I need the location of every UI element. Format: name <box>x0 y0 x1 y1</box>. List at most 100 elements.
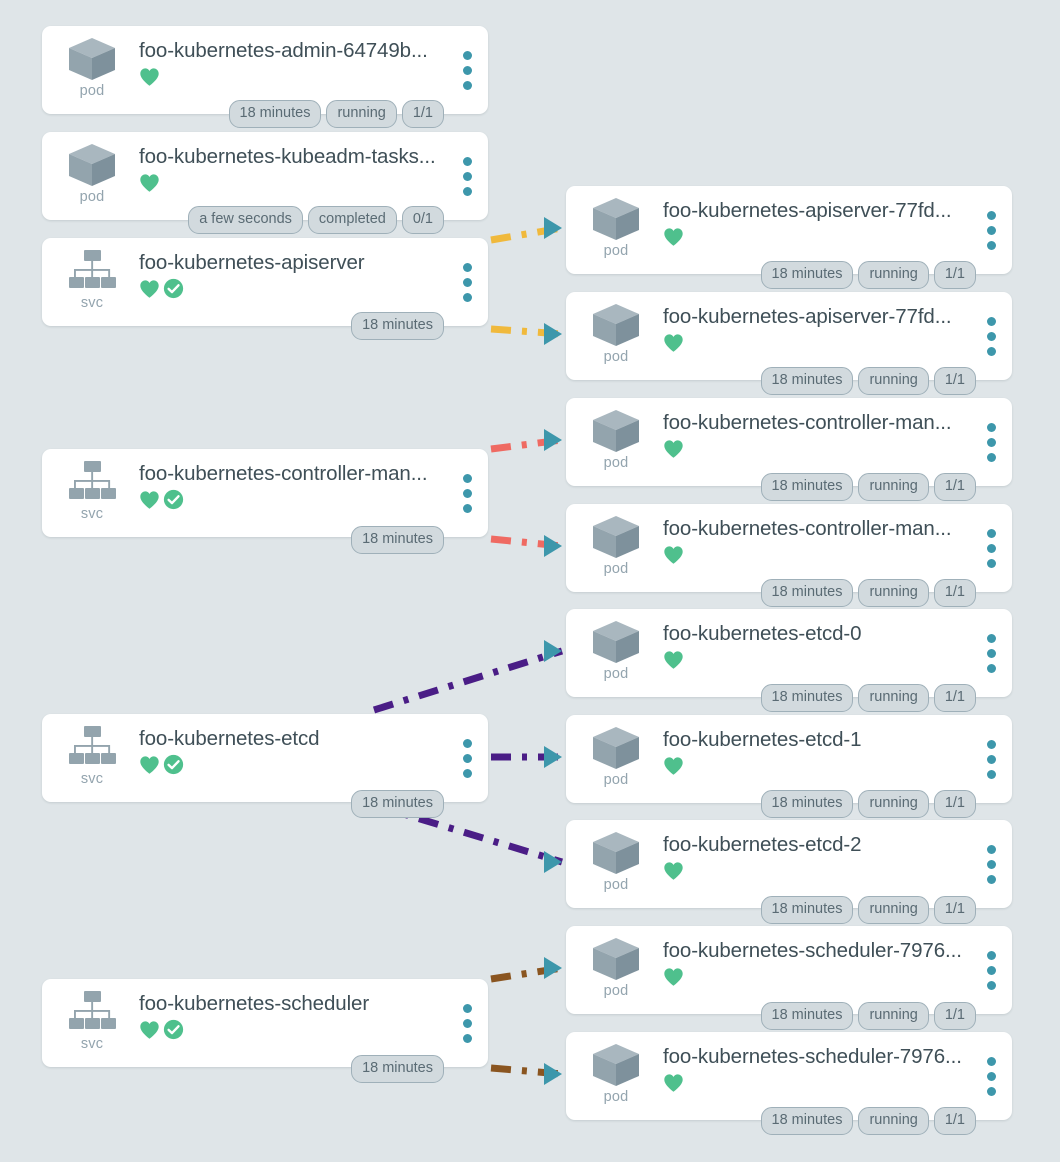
node-kind-label: pod <box>603 983 629 999</box>
node-status-icons <box>663 860 1000 882</box>
node-body-column: foo-kubernetes-apiserver-77fd... <box>653 301 1000 354</box>
cube-icon <box>593 621 639 663</box>
kebab-dot <box>986 859 996 869</box>
cube-icon <box>593 198 639 240</box>
graph-node-pod-admin[interactable]: pod foo-kubernetes-admin-64749b... <box>42 26 488 114</box>
kebab-menu-icon[interactable] <box>459 260 475 304</box>
cube-icon <box>593 304 639 346</box>
graph-edge-e-apiserver-2 <box>490 323 563 345</box>
status-badge: 18 minutes <box>760 684 854 712</box>
kebab-dot <box>462 171 472 181</box>
graph-node-pod-scheduler-2[interactable]: pod foo-kubernetes-scheduler-7976... <box>566 1032 1012 1120</box>
kebab-menu-icon[interactable] <box>983 842 999 886</box>
service-hierarchy-icon <box>69 726 116 764</box>
node-title: foo-kubernetes-scheduler-7976... <box>663 1045 962 1068</box>
status-badge: running <box>858 473 929 501</box>
node-kind-label: pod <box>79 189 105 205</box>
graph-node-pod-apiserver-1[interactable]: pod foo-kubernetes-apiserver-77fd... <box>566 186 1012 274</box>
node-badges-svc-controller-manager: 18 minutes <box>0 526 444 554</box>
heart-icon <box>664 545 683 564</box>
node-icon-column: pod <box>55 141 129 205</box>
status-badge: running <box>326 100 397 128</box>
status-badge: 1/1 <box>933 790 976 818</box>
node-badges-pod-etcd-2: 18 minutes running 1/1 <box>0 896 976 924</box>
node-title: foo-kubernetes-admin-64749b... <box>139 39 428 62</box>
graph-node-svc-apiserver[interactable]: svc foo-kubernetes-apiserver <box>42 238 488 326</box>
kebab-menu-icon[interactable] <box>459 154 475 198</box>
arrow-head-icon <box>544 217 562 239</box>
node-icon-column: pod <box>579 618 653 682</box>
status-badge: 1/1 <box>933 261 976 289</box>
node-icon-column: pod <box>579 195 653 259</box>
node-badges-pod-controller-manager-2: 18 minutes running 1/1 <box>0 579 976 607</box>
arrow-head-icon <box>544 746 562 768</box>
status-badge: 18 minutes <box>228 100 322 128</box>
node-title: foo-kubernetes-scheduler-7976... <box>663 939 962 962</box>
kebab-dot <box>986 558 996 568</box>
kebab-menu-icon[interactable] <box>983 631 999 675</box>
arrow-head-icon <box>544 851 562 873</box>
graph-node-pod-controller-manager-2[interactable]: pod foo-kubernetes-controller-man... <box>566 504 1012 592</box>
kebab-menu-icon[interactable] <box>459 471 475 515</box>
graph-node-svc-etcd[interactable]: svc foo-kubernetes-etcd <box>42 714 488 802</box>
kebab-dot <box>462 1003 472 1013</box>
kebab-dot <box>986 543 996 553</box>
kebab-menu-icon[interactable] <box>983 314 999 358</box>
node-badges-pod-etcd-0: 18 minutes running 1/1 <box>0 684 976 712</box>
kebab-menu-icon[interactable] <box>459 1001 475 1045</box>
node-body-column: foo-kubernetes-etcd-0 <box>653 618 1000 671</box>
node-inner: pod foo-kubernetes-etcd-1 <box>566 715 1012 803</box>
node-inner: pod foo-kubernetes-apiserver-77fd... <box>566 186 1012 274</box>
kebab-menu-icon[interactable] <box>459 48 475 92</box>
kebab-menu-icon[interactable] <box>983 420 999 464</box>
heart-icon <box>140 1020 159 1039</box>
node-body-column: foo-kubernetes-scheduler-7976... <box>653 935 1000 988</box>
graph-node-pod-controller-manager-1[interactable]: pod foo-kubernetes-controller-man... <box>566 398 1012 486</box>
graph-node-pod-scheduler-1[interactable]: pod foo-kubernetes-scheduler-7976... <box>566 926 1012 1014</box>
graph-node-pod-apiserver-2[interactable]: pod foo-kubernetes-apiserver-77fd... <box>566 292 1012 380</box>
node-badges-svc-apiserver: 18 minutes <box>0 312 444 340</box>
kebab-menu-icon[interactable] <box>459 736 475 780</box>
node-status-icons <box>663 544 1000 566</box>
graph-node-svc-controller-manager[interactable]: svc foo-kubernetes-controller-man... <box>42 449 488 537</box>
cube-icon <box>69 38 115 80</box>
node-icon-column: svc <box>55 247 129 311</box>
graph-edge-e-scheduler-2 <box>490 1063 563 1085</box>
kebab-menu-icon[interactable] <box>983 208 999 252</box>
graph-node-pod-etcd-2[interactable]: pod foo-kubernetes-etcd-2 <box>566 820 1012 908</box>
node-inner: pod foo-kubernetes-scheduler-7976... <box>566 926 1012 1014</box>
kebab-menu-icon[interactable] <box>983 1054 999 1098</box>
kebab-dot <box>462 503 472 513</box>
status-badge: 18 minutes <box>351 526 444 554</box>
status-badge: 1/1 <box>933 684 976 712</box>
kebab-dot <box>986 240 996 250</box>
node-body-column: foo-kubernetes-etcd-2 <box>653 829 1000 882</box>
status-badge: running <box>858 1107 929 1135</box>
node-kind-label: pod <box>603 243 629 259</box>
kebab-menu-icon[interactable] <box>983 526 999 570</box>
kebab-dot <box>462 80 472 90</box>
graph-edge-e-controller-2 <box>490 535 563 557</box>
node-badges-pod-kubeadm-tasks: a few seconds completed 0/1 <box>0 206 444 234</box>
kebab-menu-icon[interactable] <box>983 737 999 781</box>
graph-node-pod-kubeadm-tasks[interactable]: pod foo-kubernetes-kubeadm-tasks... <box>42 132 488 220</box>
kebab-dot <box>462 292 472 302</box>
graph-node-pod-etcd-0[interactable]: pod foo-kubernetes-etcd-0 <box>566 609 1012 697</box>
node-status-icons <box>139 1019 476 1041</box>
node-icon-column: pod <box>579 1041 653 1105</box>
graph-node-svc-scheduler[interactable]: svc foo-kubernetes-scheduler <box>42 979 488 1067</box>
heart-icon <box>140 67 159 86</box>
status-badge: running <box>858 261 929 289</box>
node-body-column: foo-kubernetes-etcd-1 <box>653 724 1000 777</box>
kebab-dot <box>986 769 996 779</box>
node-status-icons <box>663 226 1000 248</box>
heart-icon <box>140 279 159 298</box>
graph-node-pod-etcd-1[interactable]: pod foo-kubernetes-etcd-1 <box>566 715 1012 803</box>
heart-icon <box>664 1073 683 1092</box>
cube-icon <box>593 727 639 769</box>
node-kind-label: pod <box>603 877 629 893</box>
heart-icon <box>664 227 683 246</box>
node-body-column: foo-kubernetes-apiserver-77fd... <box>653 195 1000 248</box>
kebab-menu-icon[interactable] <box>983 948 999 992</box>
status-badge: 18 minutes <box>760 261 854 289</box>
